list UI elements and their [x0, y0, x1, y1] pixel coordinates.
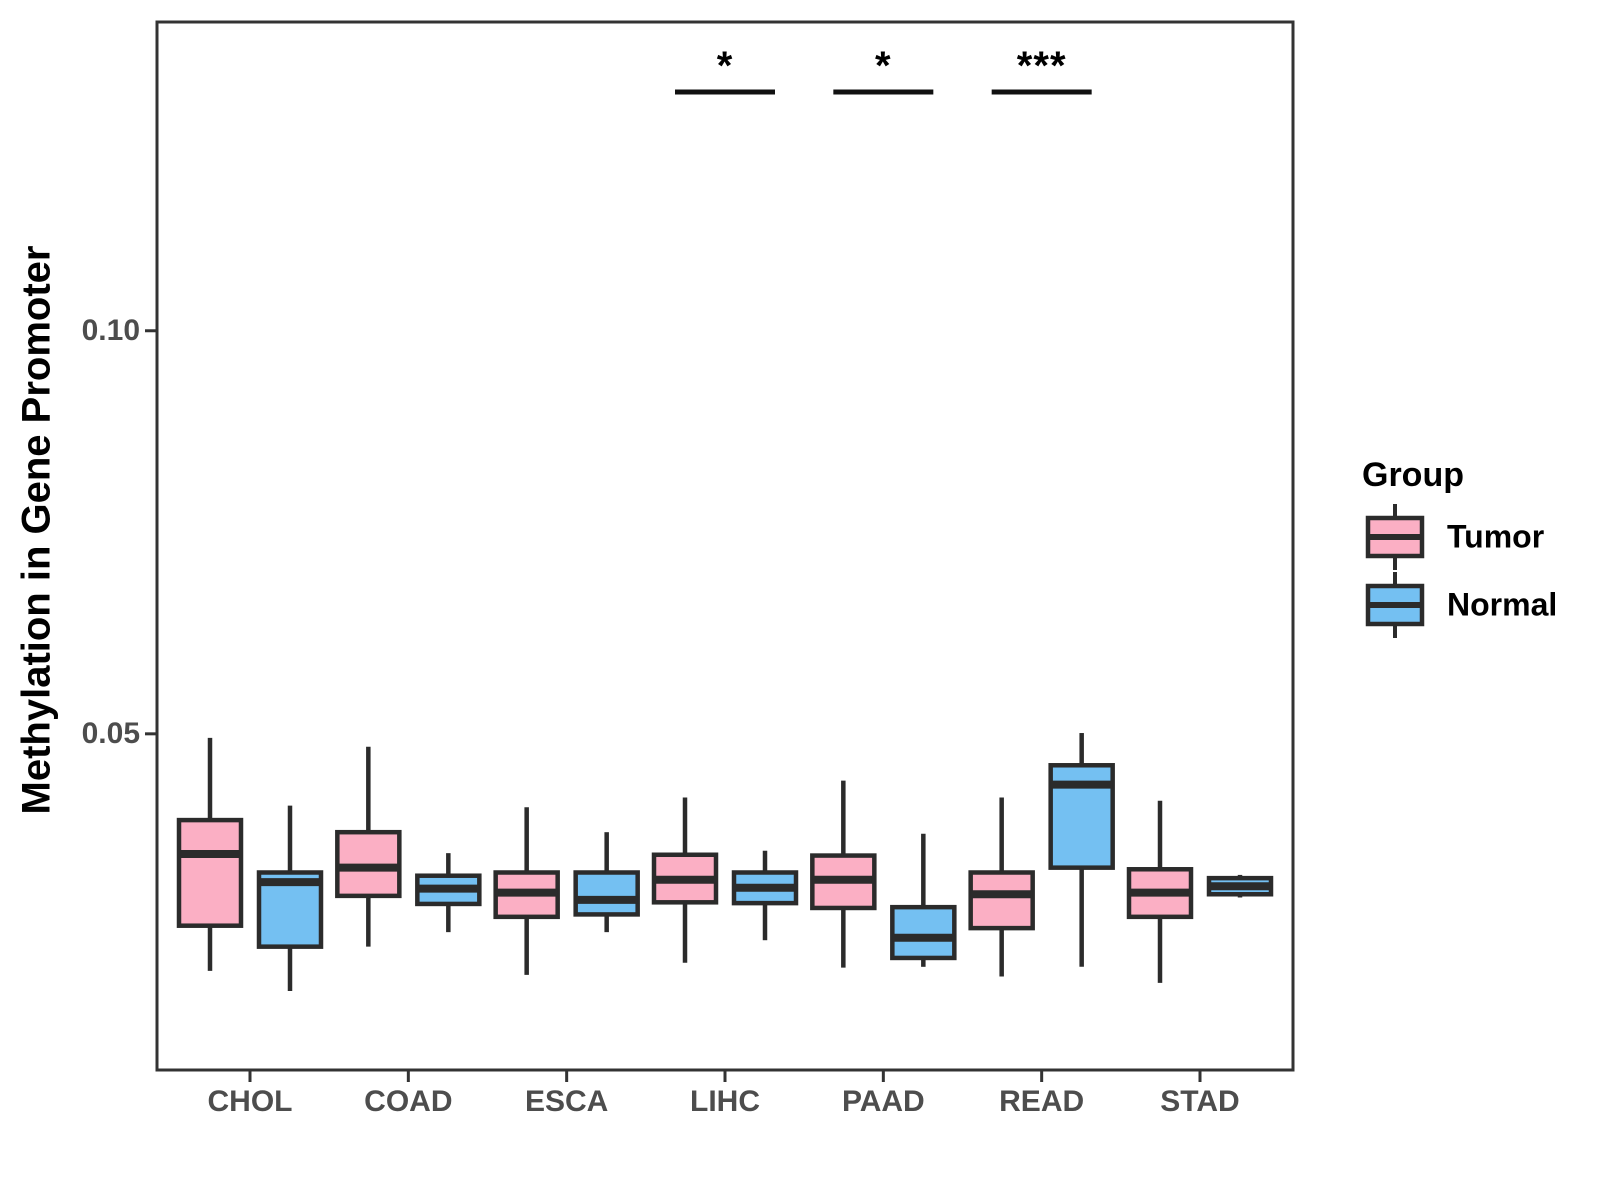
- significance-label-read: ***: [1016, 44, 1067, 88]
- box-normal-paad: [890, 904, 957, 961]
- y-axis-title: Methylation in Gene Promoter: [14, 245, 59, 815]
- x-tick-label-read: READ: [999, 1085, 1085, 1118]
- legend-key-normal: [1365, 572, 1425, 638]
- box-normal-esca: [573, 870, 640, 917]
- y-tick-label-010: 0.10: [81, 314, 140, 347]
- x-tick-label-coad: COAD: [364, 1085, 453, 1118]
- y-tick-label-005: 0.05: [81, 717, 140, 750]
- significance-label-paad: *: [875, 44, 892, 88]
- x-tick-label-esca: ESCA: [524, 1085, 609, 1118]
- box-tumor-chol: [176, 817, 244, 928]
- legend-item-label-tumor: Tumor: [1447, 518, 1545, 555]
- legend-key-tumor: [1365, 504, 1425, 570]
- box-tumor-read: [968, 870, 1035, 931]
- plot-panel-border: [155, 20, 1295, 1072]
- x-tick-label-chol: CHOL: [207, 1085, 293, 1118]
- x-tick-label-lihc: LIHC: [690, 1085, 760, 1118]
- x-tick-label-stad: STAD: [1160, 1085, 1240, 1118]
- x-tick-label-paad: PAAD: [841, 1085, 925, 1118]
- significance-label-lihc: *: [716, 44, 734, 88]
- legend-title: Group: [1362, 456, 1464, 494]
- legend-item-label-normal: Normal: [1447, 586, 1558, 623]
